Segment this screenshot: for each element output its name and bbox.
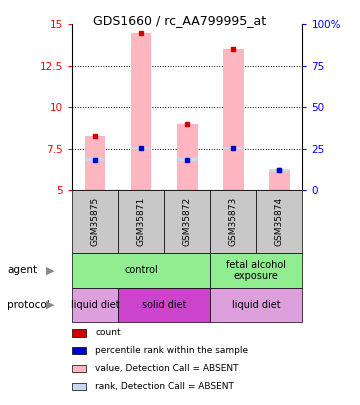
Bar [131, 32, 152, 190]
Text: ▶: ▶ [46, 265, 55, 275]
Bar [178, 158, 197, 161]
Bar [270, 169, 289, 172]
Text: count: count [95, 328, 121, 337]
Text: GSM35871: GSM35871 [136, 197, 145, 246]
Text: rank, Detection Call = ABSENT: rank, Detection Call = ABSENT [95, 382, 234, 391]
Bar [269, 171, 290, 190]
Bar [224, 147, 243, 149]
Text: agent: agent [7, 265, 37, 275]
Text: liquid diet: liquid diet [71, 300, 120, 310]
Text: GDS1660 / rc_AA799995_at: GDS1660 / rc_AA799995_at [94, 14, 266, 27]
Bar [177, 124, 198, 190]
Text: GSM35873: GSM35873 [229, 197, 238, 246]
Text: solid diet: solid diet [142, 300, 186, 310]
Text: GSM35875: GSM35875 [91, 197, 99, 246]
Text: GSM35874: GSM35874 [275, 197, 284, 246]
Text: GSM35872: GSM35872 [183, 197, 192, 246]
Bar [132, 147, 150, 149]
Text: protocol: protocol [7, 300, 50, 310]
Text: fetal alcohol
exposure: fetal alcohol exposure [226, 260, 286, 281]
Text: percentile rank within the sample: percentile rank within the sample [95, 346, 248, 355]
Bar [86, 158, 104, 161]
Text: liquid diet: liquid diet [232, 300, 281, 310]
Text: ▶: ▶ [46, 300, 55, 310]
Text: value, Detection Call = ABSENT: value, Detection Call = ABSENT [95, 364, 239, 373]
Bar [85, 136, 105, 190]
Text: control: control [124, 265, 158, 275]
Bar [223, 49, 244, 190]
